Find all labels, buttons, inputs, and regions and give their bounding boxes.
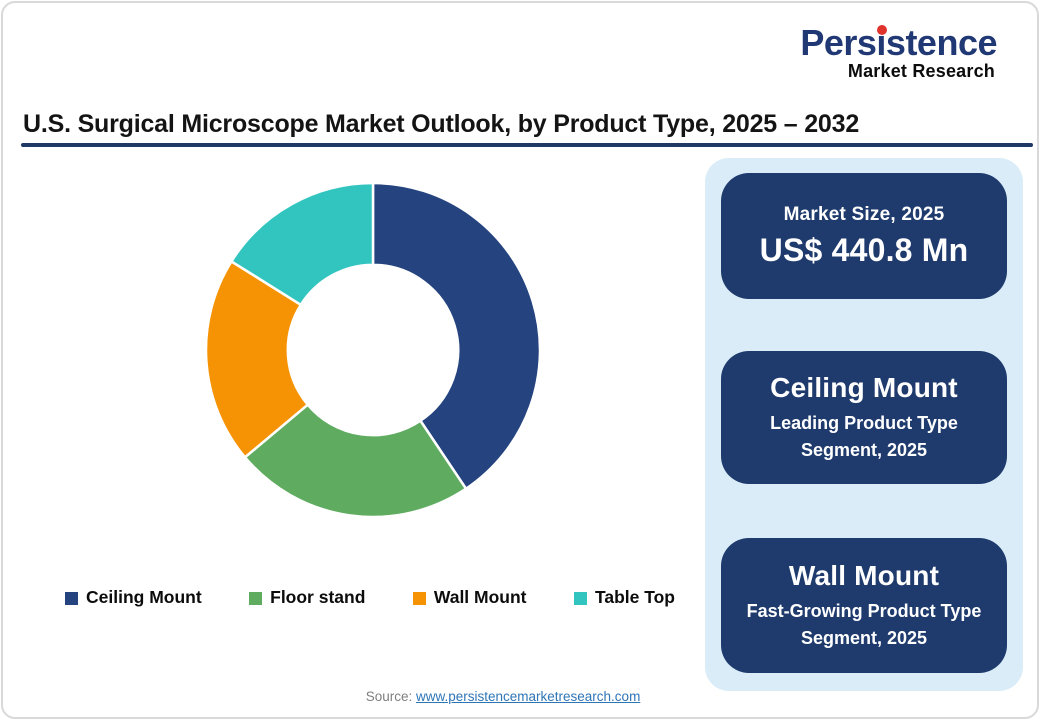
source-note: Source: www.persistencemarketresearch.co… — [3, 689, 1003, 704]
legend-swatch-icon — [65, 592, 78, 605]
source-label: Source: — [365, 689, 413, 704]
donut-slice-table-top — [230, 181, 375, 307]
legend-item-wall-mount: Wall Mount — [412, 587, 527, 608]
legend-item-floor-stand: Floor stand — [249, 587, 365, 608]
legend-label: Ceiling Mount — [86, 587, 202, 607]
logo-red-dot-icon — [877, 25, 888, 35]
legend-label: Floor stand — [270, 587, 366, 607]
legend-swatch-icon — [412, 592, 426, 605]
page-title: U.S. Surgical Microscope Market Outlook,… — [23, 110, 860, 138]
legend-label: Wall Mount — [433, 587, 527, 607]
brand-logo: Persistence Market Research — [800, 25, 997, 82]
insight-card-fast-growing-segment: Wall Mount Fast-Growing Product Type Seg… — [721, 538, 1007, 673]
donut-svg — [204, 181, 542, 519]
chart-legend: Ceiling Mount Floor stand Wall Mount Table … — [65, 587, 675, 608]
card-subtitle: Leading Product Type Segment, 2025 — [770, 413, 958, 460]
insight-card-leading-segment: Ceiling Mount Leading Product Type Segme… — [721, 351, 1007, 484]
legend-item-ceiling-mount: Ceiling Mount — [65, 587, 202, 608]
insights-panel: Market Size, 2025 US$ 440.8 Mn Ceiling M… — [705, 158, 1023, 691]
donut-chart — [203, 180, 543, 520]
card-subtitle: Fast-Growing Product Type Segment, 2025 — [746, 601, 982, 648]
card-title: Wall Mount — [788, 560, 940, 592]
insight-card-market-size: Market Size, 2025 US$ 440.8 Mn — [721, 173, 1007, 299]
logo-brand-text: Persistence — [800, 25, 997, 61]
legend-item-table-top: Table Top — [573, 587, 675, 608]
card-title: Ceiling Mount — [770, 372, 958, 404]
card-kicker: Market Size, 2025 — [783, 203, 945, 225]
logo-tagline: Market Research — [847, 61, 995, 81]
logo-brand-word: Persistence — [800, 22, 997, 63]
source-link[interactable]: www.persistencemarketresearch.com — [415, 689, 641, 704]
donut-slice-wall-mount — [204, 260, 309, 459]
card-value: US$ 440.8 Mn — [759, 231, 969, 268]
legend-label: Table Top — [594, 587, 675, 607]
donut-slice-ceiling-mount — [371, 181, 542, 490]
title-underline-divider — [21, 143, 1033, 147]
legend-swatch-icon — [573, 592, 587, 605]
legend-swatch-icon — [249, 592, 263, 605]
donut-slice-floor-stand — [243, 403, 468, 519]
